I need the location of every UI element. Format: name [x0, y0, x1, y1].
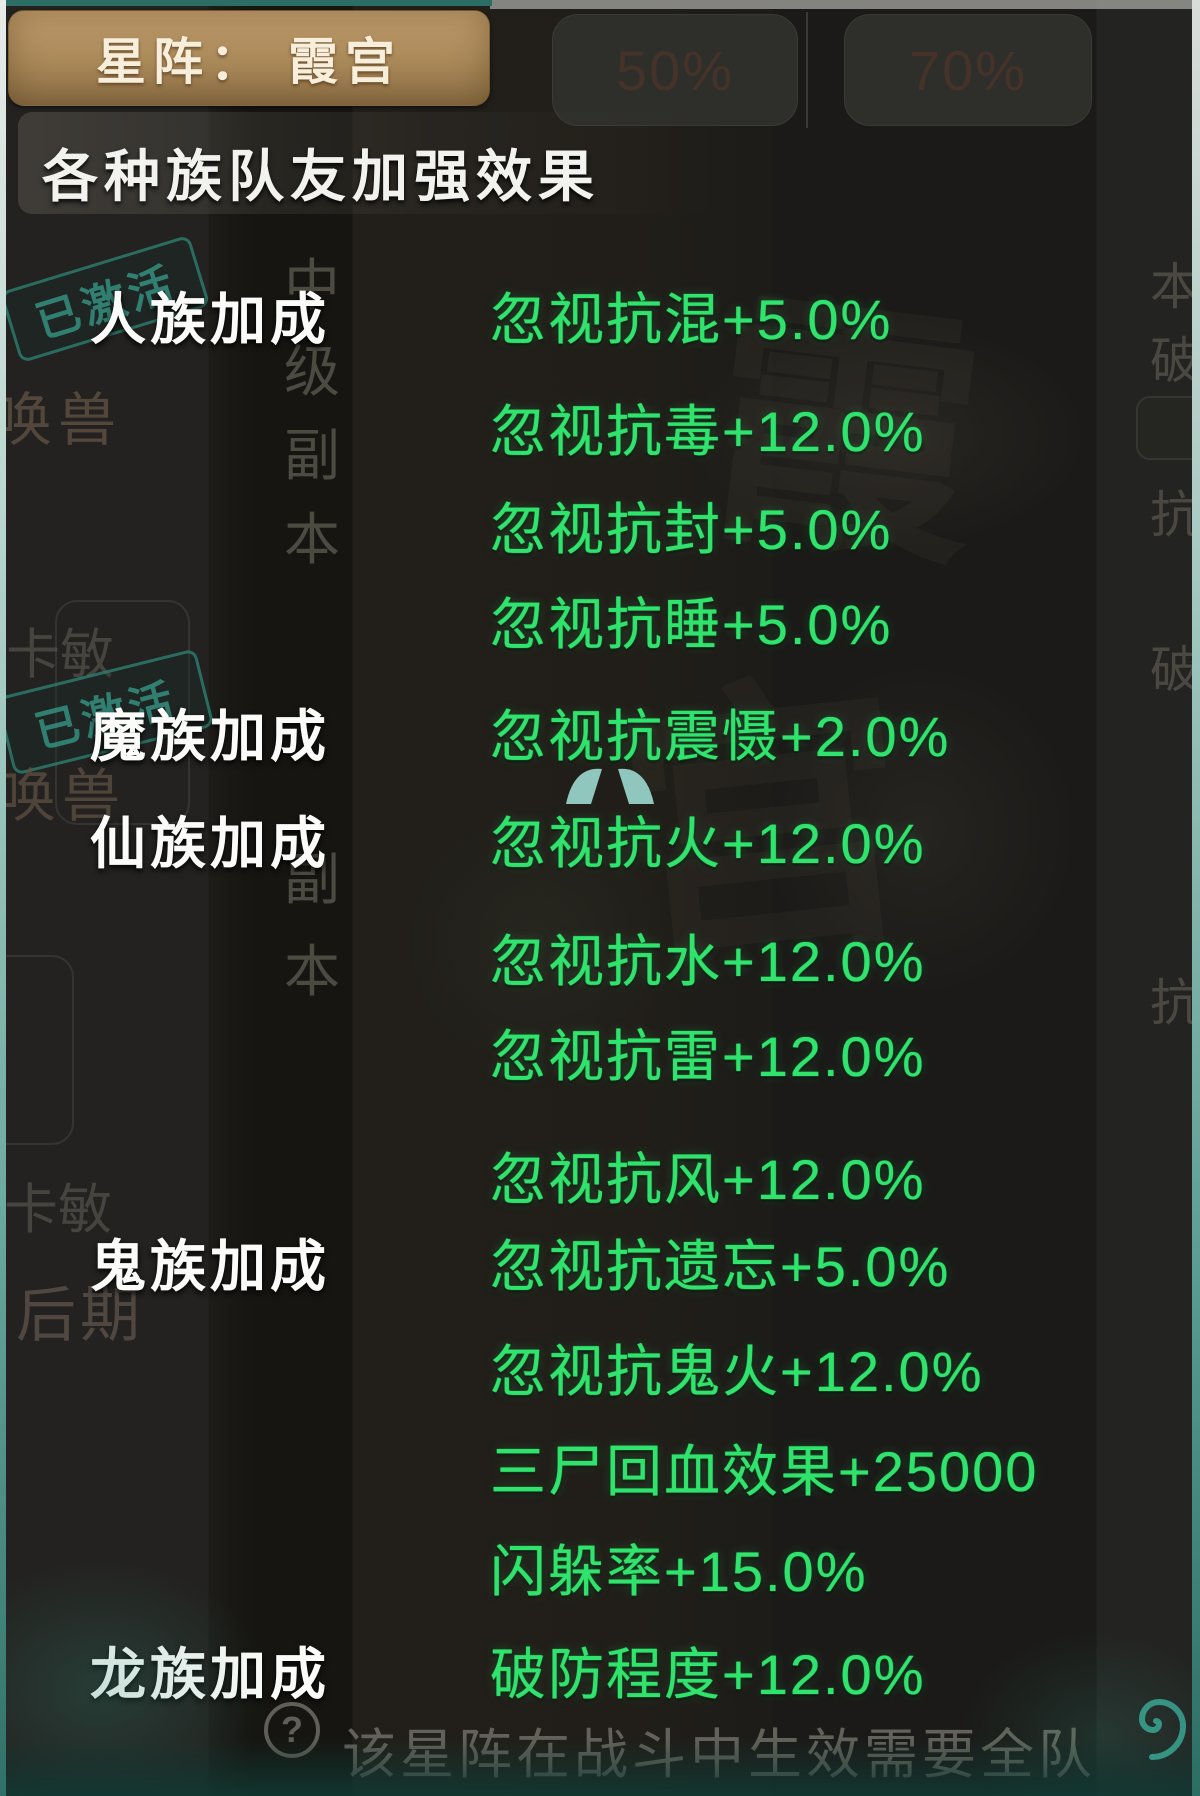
- watermark-blob: [760, 660, 1080, 1000]
- formation-title-label: 星阵： 霞宫: [96, 34, 402, 90]
- right-edge-fragment: 本: [1150, 259, 1200, 315]
- card-label: 卡敏: [6, 625, 114, 685]
- dungeon-strip-char: 级: [284, 340, 340, 403]
- percent-50-button[interactable]: 50%: [552, 14, 798, 126]
- bonus-row: 忽视抗毒+12.0%: [0, 400, 1200, 470]
- panel-right-border: [1192, 0, 1200, 1796]
- effect-value: 忽视抗封+5.0%: [490, 498, 893, 561]
- right-edge-fragment: 破: [1150, 333, 1200, 389]
- race-label: 鬼族加成: [90, 1235, 330, 1298]
- effect-value: 忽视抗遗忘+5.0%: [490, 1235, 951, 1298]
- bonus-row: 鬼族加成 忽视抗遗忘+5.0%: [0, 1235, 1200, 1305]
- late-stage-label: 后期: [16, 1282, 144, 1349]
- effect-value: 破防程度+12.0%: [490, 1643, 926, 1706]
- dungeon-strip-char: 本: [284, 940, 340, 1003]
- bonus-row: 龙族加成 破防程度+12.0%: [0, 1643, 1200, 1713]
- percent-50-label: 50%: [615, 38, 735, 102]
- heading-highlight-band: [18, 112, 758, 214]
- panel-left-border: [0, 0, 6, 1796]
- spiral-decoration-icon: [1138, 1698, 1187, 1760]
- underlying-window-top-edge: [490, 0, 1200, 9]
- bonus-row: 忽视抗睡+5.0%: [0, 593, 1200, 663]
- bonus-row: 闪躲率+15.0%: [0, 1540, 1200, 1610]
- percent-70-button[interactable]: 70%: [844, 14, 1092, 126]
- dungeon-strip-char: 本: [284, 508, 340, 571]
- bottom-teal-gradient: [0, 1738, 1200, 1796]
- right-edge-fragment: 抗: [1150, 975, 1200, 1031]
- swallow-icon: [566, 768, 654, 804]
- bonus-row: 忽视抗鬼火+12.0%: [0, 1340, 1200, 1410]
- dim-button-outline: [55, 600, 190, 825]
- effect-value: 闪躲率+15.0%: [490, 1540, 868, 1603]
- effect-value: 忽视抗鬼火+12.0%: [490, 1340, 984, 1403]
- effect-value: 忽视抗睡+5.0%: [490, 593, 893, 656]
- card-label: 卡敏: [4, 1180, 112, 1240]
- dungeon-strip-char: 副: [284, 848, 340, 911]
- dim-button-outline: [1136, 396, 1200, 460]
- right-edge-fragment: 抗: [1150, 487, 1200, 543]
- bonus-row: 忽视抗风+12.0%: [0, 1148, 1200, 1218]
- bonus-row: 魔族加成 忽视抗震慑+2.0%: [0, 705, 1200, 775]
- tooltip-heading: 各种族队友加强效果: [42, 145, 600, 208]
- effect-value: 忽视抗风+12.0%: [490, 1148, 926, 1211]
- panel-top-border: [0, 0, 492, 6]
- effect-value: 忽视抗雷+12.0%: [490, 1025, 926, 1088]
- effect-value: 忽视抗震慑+2.0%: [490, 705, 951, 768]
- summon-beast-label: 唤兽: [0, 388, 123, 453]
- race-label: 仙族加成: [90, 812, 330, 875]
- race-label: 人族加成: [90, 288, 330, 351]
- dungeon-strip-char: 中: [284, 254, 340, 317]
- formation-title-button[interactable]: 星阵： 霞宫: [8, 10, 490, 106]
- effect-value: 三尸回血效果+25000: [490, 1440, 1039, 1503]
- effect-value: 忽视抗水+12.0%: [490, 930, 926, 993]
- bonus-row: 三尸回血效果+25000: [0, 1440, 1200, 1510]
- watermark-blob: [690, 320, 1090, 550]
- bonus-row: 忽视抗水+12.0%: [0, 930, 1200, 1000]
- effect-value: 忽视抗火+12.0%: [490, 812, 926, 875]
- race-label: 魔族加成: [90, 705, 330, 768]
- dim-button-outline: [0, 955, 74, 1145]
- race-label: 龙族加成: [90, 1643, 330, 1707]
- summon-beast-label: 唤兽: [0, 764, 127, 829]
- dungeon-strip-char: 副: [284, 424, 340, 487]
- bonus-row: 忽视抗雷+12.0%: [0, 1025, 1200, 1095]
- watermark-blob: [400, 800, 680, 1080]
- effect-value: 忽视抗毒+12.0%: [490, 400, 926, 463]
- percent-70-label: 70%: [908, 38, 1028, 102]
- right-edge-fragment: 破: [1150, 642, 1200, 698]
- header-divider: [806, 12, 808, 128]
- bonus-row: 人族加成 忽视抗混+5.0%: [0, 288, 1200, 358]
- effect-value: 忽视抗混+5.0%: [490, 288, 893, 351]
- bonus-row: 仙族加成 忽视抗火+12.0%: [0, 812, 1200, 882]
- bonus-row: 忽视抗封+5.0%: [0, 498, 1200, 568]
